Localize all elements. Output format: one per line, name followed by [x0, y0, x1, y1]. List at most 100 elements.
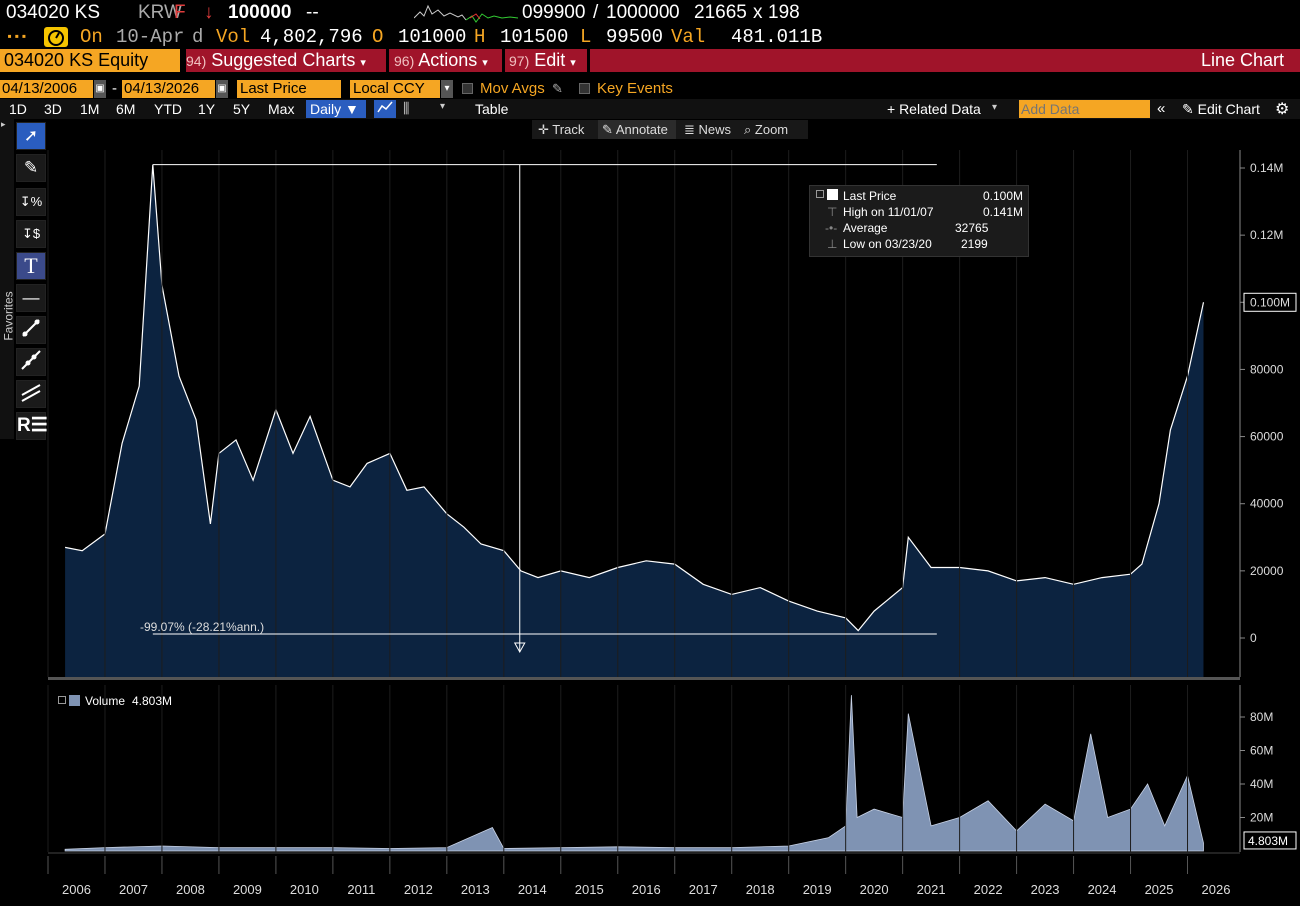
- gear-icon[interactable]: ⚙: [1275, 101, 1290, 118]
- y-tick-label: 20M: [1250, 811, 1273, 825]
- price-line: [64, 164, 1205, 632]
- period-ytd[interactable]: YTD: [154, 101, 182, 117]
- dropdown-icon[interactable]: ▾: [441, 80, 453, 98]
- currency-select[interactable]: Local CCY: [350, 80, 440, 98]
- dropdown-icon[interactable]: ▾: [992, 102, 998, 113]
- pen-tool-icon[interactable]: ✎: [16, 154, 46, 182]
- trade-date: 10-Apr: [116, 26, 185, 48]
- drawdown-annotation[interactable]: -99.07% (-28.21%ann.): [140, 620, 265, 634]
- dollar-measure-icon[interactable]: ↧$: [16, 220, 46, 248]
- average-icon: -•-: [825, 221, 838, 235]
- period-6m[interactable]: 6M: [116, 101, 136, 117]
- on-label: On: [80, 26, 103, 48]
- open-label: O: [372, 26, 384, 48]
- annotate-tool[interactable]: ✎ Annotate: [598, 120, 676, 139]
- pencil-icon[interactable]: ✎: [552, 81, 563, 96]
- collapse-icon[interactable]: «: [1157, 100, 1166, 117]
- favorites-strip[interactable]: ▸ Favorites: [0, 119, 16, 439]
- x-axis: 2006 2007 2008 2009 2010 2011 2012 2013 2014 2015…: [47, 856, 1231, 897]
- mov-avgs-checkbox[interactable]: [462, 83, 473, 94]
- period-1d[interactable]: 1D: [9, 101, 27, 117]
- bid: 099900: [522, 2, 586, 23]
- x-tick-label: 2006: [62, 882, 91, 897]
- track-tool[interactable]: ✛ Track: [538, 122, 584, 138]
- average-label: Average: [843, 221, 888, 235]
- expand-icon[interactable]: ▸: [1, 119, 6, 129]
- key-events-label[interactable]: Key Events: [597, 80, 673, 97]
- percent-measure-icon[interactable]: ↧%: [16, 188, 46, 216]
- dropdown-icon[interactable]: ▾: [440, 101, 446, 112]
- gauge-icon[interactable]: [44, 27, 68, 47]
- ask: 100000: [606, 2, 670, 23]
- price-area: [65, 164, 1204, 678]
- table-button[interactable]: Table: [475, 101, 509, 117]
- sparkline-icon: [414, 4, 519, 23]
- x-tick-label: 2025: [1145, 882, 1174, 897]
- calendar-icon[interactable]: ▣: [94, 80, 106, 98]
- dropdown-icon: ▾: [360, 57, 366, 69]
- channel-icon[interactable]: [16, 380, 46, 408]
- val-label: Val: [671, 26, 706, 48]
- start-date-field[interactable]: 04/13/2006: [0, 80, 93, 98]
- line-chart-icon[interactable]: [374, 100, 396, 118]
- ask-size: 198: [768, 2, 800, 23]
- collapse-box-icon[interactable]: [58, 696, 66, 704]
- zoom-tool[interactable]: ⌕ Zoom: [744, 122, 788, 138]
- slash: /: [593, 2, 599, 23]
- change: --: [306, 2, 319, 23]
- y-tick-label: 40M: [1250, 777, 1273, 791]
- related-data-button[interactable]: + Related Data: [887, 101, 981, 117]
- period-1m[interactable]: 1M: [80, 101, 100, 117]
- horizontal-line-icon[interactable]: —: [16, 284, 46, 312]
- dropdown-icon: ▾: [570, 57, 576, 69]
- edit-menu[interactable]: 97) Edit ▾: [509, 49, 576, 75]
- pencil-icon: ✎: [602, 122, 613, 137]
- period-max[interactable]: Max: [268, 101, 295, 117]
- last-price-value: 0.100M: [983, 189, 1024, 203]
- cursor-tool-icon[interactable]: ➚: [16, 122, 46, 150]
- edit-chart-button[interactable]: ✎ Edit Chart: [1182, 101, 1260, 118]
- last-price: 100000: [228, 2, 292, 23]
- text-tool-icon[interactable]: T: [16, 252, 46, 280]
- collapse-box-icon[interactable]: [816, 190, 824, 198]
- ask-suffix: 0: [669, 2, 680, 23]
- news-tool[interactable]: ≣ News: [684, 122, 731, 138]
- trendline-icon[interactable]: [16, 316, 46, 344]
- news-icon: ≣: [684, 122, 695, 137]
- suggested-num: 94): [186, 53, 207, 69]
- y-tick-label: 80M: [1250, 710, 1273, 724]
- calendar-icon[interactable]: ▣: [216, 80, 228, 98]
- bid-size: 21665: [694, 2, 747, 23]
- x-tick-label: 2026: [1202, 882, 1231, 897]
- y-tick-label: 60M: [1250, 744, 1273, 758]
- bar-chart-icon[interactable]: ⫼: [403, 100, 410, 116]
- menu-bar: 034020 KS Equity 94) Suggested Charts ▾ …: [0, 49, 1300, 72]
- quote-detail-bar: ▪▪▪ On 10-Apr d Vol 4,802,796 O 101000 H…: [0, 26, 1300, 48]
- field-select[interactable]: Last Price: [237, 80, 341, 98]
- period-3d[interactable]: 3D: [44, 101, 62, 117]
- add-data-input[interactable]: [1019, 100, 1150, 118]
- x-tick-label: 2022: [974, 882, 1003, 897]
- high-label: H: [474, 26, 486, 48]
- x-tick-label: 2015: [575, 882, 604, 897]
- x-tick-label: 2016: [632, 882, 661, 897]
- end-date-field[interactable]: 04/13/2026: [122, 80, 215, 98]
- ray-icon[interactable]: [16, 348, 46, 376]
- security-field[interactable]: 034020 KS Equity: [0, 49, 180, 72]
- x-tick-label: 2019: [803, 882, 832, 897]
- mov-avgs-label[interactable]: Mov Avgs: [480, 80, 545, 97]
- regression-icon[interactable]: R☰: [16, 412, 48, 440]
- x-tick-label: 2014: [518, 882, 547, 897]
- quote-bar: 034020 KS KRW F ↓ 100000 -- 099900 / 100…: [0, 0, 1300, 26]
- key-events-checkbox[interactable]: [579, 83, 590, 94]
- volume: 4,802,796: [260, 26, 363, 48]
- suggested-charts-menu[interactable]: 94) Suggested Charts ▾: [186, 49, 366, 75]
- news-label: News: [698, 122, 732, 137]
- frequency-select[interactable]: Daily ▼: [306, 100, 366, 118]
- open: 101000: [398, 26, 467, 48]
- period-5y[interactable]: 5Y: [233, 101, 251, 117]
- actions-menu[interactable]: 96) Actions ▾: [394, 49, 488, 75]
- period-1y[interactable]: 1Y: [198, 101, 216, 117]
- chart-area[interactable]: 0 20000 40000 60000 80000 0.100M 0.12M 0.14M 20…: [0, 140, 1300, 906]
- chart-type-label: Line Chart: [1200, 50, 1284, 70]
